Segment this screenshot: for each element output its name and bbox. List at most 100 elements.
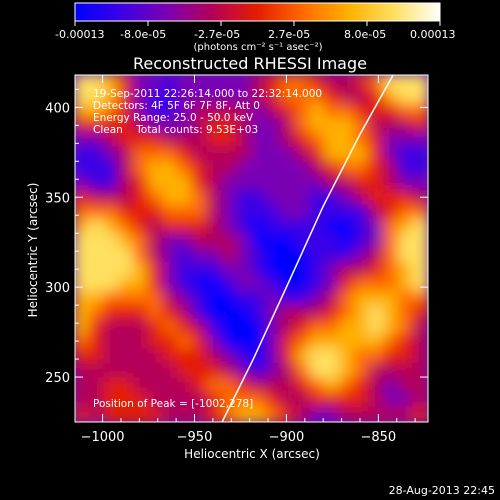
heatmap-cell <box>368 189 385 207</box>
heatmap-image <box>75 75 428 422</box>
heatmap-cell <box>368 305 385 322</box>
heatmap-cell <box>368 261 385 279</box>
heatmap-cell <box>132 131 150 149</box>
heatmap-cell <box>294 175 312 192</box>
heatmap-cell <box>279 392 297 409</box>
heatmap-cell <box>412 290 428 308</box>
heatmap-cell <box>221 290 238 308</box>
heatmap-cell <box>88 204 106 221</box>
heatmap-cell <box>176 276 194 293</box>
heatmap-cell <box>324 406 341 422</box>
heatmap-cell <box>118 102 135 120</box>
heatmap-cell <box>103 88 121 105</box>
heatmap-cell <box>132 348 150 366</box>
heatmap-cell <box>147 204 165 221</box>
heatmap-cell <box>88 75 106 91</box>
heatmap-cell <box>103 131 121 149</box>
heatmap-cell <box>397 348 415 366</box>
heatmap-cell <box>265 102 282 120</box>
heatmap-cell <box>294 377 312 395</box>
heatmap-cell <box>353 117 371 134</box>
heatmap-cell <box>353 406 371 422</box>
heatmap-cell <box>75 261 91 279</box>
heatmap-cell <box>191 204 209 221</box>
heatmap-cell <box>221 88 238 105</box>
heatmap-cell <box>191 102 209 120</box>
heatmap-cell <box>309 117 327 134</box>
annotation-block: 19-Sep-2011 22:26:14.000 to 22:32:14.000… <box>93 88 322 136</box>
heatmap-cell <box>309 363 327 380</box>
heatmap-cell <box>382 204 400 221</box>
heatmap-cell <box>191 377 209 395</box>
heatmap-cell <box>147 377 165 395</box>
heatmap-cell <box>103 146 121 163</box>
heatmap-cell <box>147 319 165 337</box>
heatmap-cell <box>147 160 165 178</box>
heatmap-cell <box>206 175 224 192</box>
heatmap-cell <box>338 218 356 236</box>
heatmap-cell <box>324 218 341 236</box>
heatmap-cell <box>75 305 91 322</box>
heatmap-cell <box>279 175 297 192</box>
peak-position-label: Position of Peak = [-1002,278] <box>93 398 253 410</box>
heatmap-cell <box>294 204 312 221</box>
heatmap-cell <box>338 175 356 192</box>
heatmap-cell <box>162 102 179 120</box>
heatmap-cell <box>250 189 268 207</box>
heatmap-cell <box>75 363 91 380</box>
heatmap-cell <box>294 392 312 409</box>
heatmap-cell <box>118 261 135 279</box>
heatmap-cell <box>338 363 356 380</box>
heatmap-cell <box>75 146 91 163</box>
heatmap-cell <box>324 88 341 105</box>
heatmap-cell <box>221 363 238 380</box>
heatmap-cell <box>147 363 165 380</box>
heatmap-cell <box>338 233 356 250</box>
heatmap-cell <box>250 146 268 163</box>
heatmap-cell <box>397 290 415 308</box>
heatmap-cell <box>294 348 312 366</box>
colorbar: -0.00013 -8.0e-05 -2.7e-05 2.7e-05 8.0e-… <box>55 2 456 53</box>
heatmap-cell <box>294 131 312 149</box>
heatmap-cell <box>162 247 179 264</box>
heatmap-cell <box>324 305 341 322</box>
heatmap-cell <box>75 233 91 250</box>
heatmap-cell <box>191 117 209 134</box>
footer-timestamp: 28-Aug-2013 22:45 <box>389 484 495 497</box>
heatmap-cell <box>279 75 297 91</box>
heatmap-cell <box>382 102 400 120</box>
heatmap-cell <box>191 406 209 422</box>
heatmap-cell <box>88 233 106 250</box>
heatmap-cell <box>309 406 327 422</box>
heatmap-cell <box>309 88 327 105</box>
heatmap-cell <box>176 334 194 351</box>
heatmap-cell <box>250 247 268 264</box>
heatmap-cell <box>235 261 253 279</box>
heatmap-cell <box>118 175 135 192</box>
heatmap-cell <box>147 117 165 134</box>
heatmap-cell <box>294 261 312 279</box>
heatmap-cell <box>338 117 356 134</box>
heatmap-cell <box>382 276 400 293</box>
heatmap-cell <box>206 88 224 105</box>
heatmap-cell <box>338 276 356 293</box>
heatmap-cell <box>309 160 327 178</box>
heatmap-cell <box>353 276 371 293</box>
heatmap-cell <box>118 131 135 149</box>
heatmap-cell <box>162 406 179 422</box>
heatmap-cell <box>294 117 312 134</box>
heatmap-cell <box>176 261 194 279</box>
heatmap-cell <box>132 363 150 380</box>
heatmap-cell <box>206 131 224 149</box>
heatmap-cell <box>162 189 179 207</box>
colorbar-tick-1: -8.0e-05 <box>120 28 166 41</box>
heatmap-cell <box>88 305 106 322</box>
heatmap-cell <box>88 131 106 149</box>
heatmap-cell <box>147 88 165 105</box>
heatmap-cell <box>353 377 371 395</box>
heatmap-cell <box>235 348 253 366</box>
heatmap-cell <box>132 117 150 134</box>
heatmap-cell <box>176 363 194 380</box>
heatmap-cell <box>368 247 385 264</box>
heatmap-cell <box>382 377 400 395</box>
